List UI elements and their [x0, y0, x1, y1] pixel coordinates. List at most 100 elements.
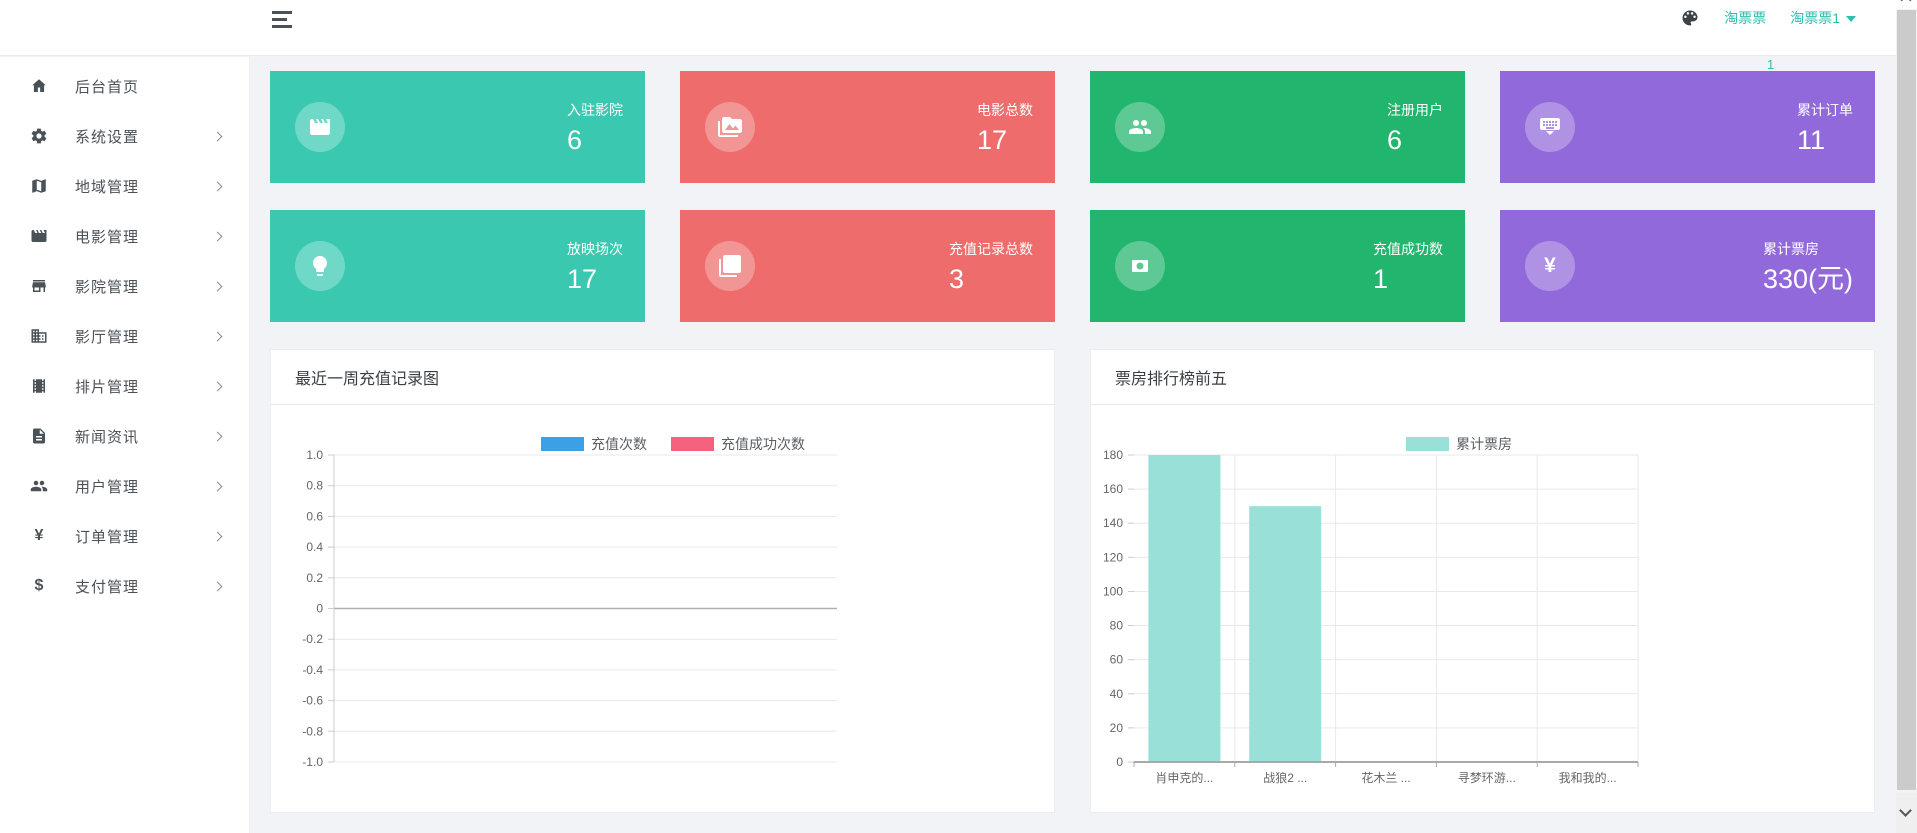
- chevron-right-icon: [212, 131, 223, 142]
- stat-value: 17: [567, 264, 598, 294]
- chevron-up-icon: [1900, 0, 1912, 6]
- chevron-right-icon: [212, 231, 223, 242]
- boxoffice-chart-panel: 票房排行榜前五 累计票房 180 160 140 120 100 80 60 40 20 0 肖申克…: [1090, 349, 1875, 813]
- axis-tick-label: 180: [1103, 448, 1123, 462]
- storefront-icon: [30, 277, 48, 295]
- panel-title: 票房排行榜前五: [1115, 371, 1228, 388]
- stat-value: 11: [1797, 125, 1826, 155]
- stat-value: 330(元): [1762, 264, 1853, 294]
- axis-tick-label: 战狼2 ...: [1263, 770, 1307, 785]
- legend-item-recharge-success[interactable]: 充值成功次数: [671, 434, 805, 454]
- axis-tick-label: 60: [1110, 653, 1124, 667]
- sidebar-item-label: 地域管理: [75, 178, 140, 196]
- sidebar-item-cinema[interactable]: 影院管理: [0, 261, 249, 311]
- recharge-chart-body: 充值次数 充值成功次数 1.0 0.8 0.6 0.4 0.2 0 -0.2 -0.4 -0.6…: [271, 405, 1054, 812]
- sidebar: 后台首页 系统设置 地域管理 电影管理: [0, 57, 250, 833]
- menu-toggle-button[interactable]: [272, 11, 294, 31]
- stat-label: 充值记录总数: [949, 241, 1033, 257]
- sidebar-item-label: 影院管理: [75, 278, 140, 296]
- axis-tick-label: -0.2: [302, 632, 323, 646]
- recharge-line-chart-canvas: 1.0 0.8 0.6 0.4 0.2 0 -0.2 -0.4 -0.6 -0.8 -1.0: [302, 448, 837, 769]
- panel-title: 最近一周充值记录图: [295, 371, 440, 388]
- sidebar-item-region[interactable]: 地域管理: [0, 161, 249, 211]
- stat-card-users: 注册用户 6: [1090, 71, 1465, 183]
- clapper-icon: [30, 227, 48, 245]
- boxoffice-chart-body: 累计票房 180 160 140 120 100 80 60 40 20 0 肖申克的... 战狼2 …: [1091, 405, 1874, 812]
- axis-tick-label: 花木兰 ...: [1361, 770, 1410, 785]
- boxoffice-bar[interactable]: [1148, 455, 1221, 762]
- vertical-scrollbar: [1896, 0, 1917, 833]
- axis-tick-label: -0.6: [302, 694, 323, 708]
- sidebar-item-home[interactable]: 后台首页: [0, 61, 249, 111]
- sidebar-item-payment[interactable]: $ 支付管理: [0, 561, 249, 611]
- map-icon: [30, 177, 48, 195]
- legend-item-recharge-count[interactable]: 充值次数: [541, 434, 647, 454]
- axis-tick-label: 0: [1116, 755, 1123, 769]
- sidebar-item-schedule[interactable]: 排片管理: [0, 361, 249, 411]
- main-content: 1 入驻影院 6 电影总数 17: [250, 57, 1896, 833]
- sidebar-item-label: 后台首页: [75, 78, 140, 96]
- stat-value: 3: [949, 264, 965, 294]
- users-icon: [1115, 102, 1165, 152]
- keyboard-icon: [1525, 102, 1575, 152]
- legend-swatch: [1406, 437, 1449, 451]
- chevron-right-icon: [212, 481, 223, 492]
- theme-palette-icon[interactable]: [1680, 8, 1700, 28]
- sidebar-menu: 后台首页 系统设置 地域管理 电影管理: [0, 57, 249, 611]
- chevron-right-icon: [212, 581, 223, 592]
- stat-card-boxoffice: ¥ 累计票房 330(元): [1500, 210, 1875, 322]
- axis-tick-label: 160: [1103, 482, 1123, 496]
- scrollbar-thumb[interactable]: [1897, 10, 1916, 790]
- legend-item-boxoffice[interactable]: 累计票房: [1406, 434, 1512, 454]
- chevron-right-icon: [212, 331, 223, 342]
- stat-label: 注册用户: [1387, 102, 1443, 118]
- sidebar-item-hall[interactable]: 影厅管理: [0, 311, 249, 361]
- sidebar-item-label: 订单管理: [75, 528, 140, 546]
- sidebar-item-order[interactable]: ¥ 订单管理: [0, 511, 249, 561]
- stat-value: 6: [567, 125, 583, 155]
- stat-card-movies: 电影总数 17: [680, 71, 1055, 183]
- axis-tick-label: 80: [1110, 619, 1124, 633]
- sidebar-item-label: 新闻资讯: [75, 428, 140, 446]
- legend-label: 充值成功次数: [721, 436, 805, 452]
- axis-tick-label: -0.4: [302, 663, 323, 677]
- stat-cards-grid: 入驻影院 6 电影总数 17 注册用户 6: [270, 71, 1875, 322]
- scroll-down-button[interactable]: [1896, 793, 1917, 833]
- topbar-actions: 淘票票 淘票票1: [1680, 8, 1856, 28]
- hamburger-icon: [272, 11, 292, 14]
- users-icon: [30, 477, 48, 495]
- axis-tick-label: 0.6: [306, 509, 323, 523]
- chart-legend: 充值次数 充值成功次数: [541, 434, 805, 454]
- boxoffice-bar-chart-canvas: 180 160 140 120 100 80 60 40 20 0 肖申克的... 战狼2 ... 花木…: [1103, 448, 1639, 785]
- user-dropdown[interactable]: 淘票票1: [1790, 8, 1856, 28]
- news-icon: [30, 427, 48, 445]
- axis-tick-label: 1.0: [306, 448, 323, 462]
- axis-tick-label: -0.8: [302, 724, 323, 738]
- axis-tick-label: -1.0: [302, 755, 323, 769]
- sidebar-item-news[interactable]: 新闻资讯: [0, 411, 249, 461]
- chart-legend: 累计票房: [1406, 434, 1512, 454]
- sidebar-item-user[interactable]: 用户管理: [0, 461, 249, 511]
- axis-tick-label: 0.4: [306, 540, 323, 554]
- axis-tick-label: 我和我的...: [1559, 770, 1617, 785]
- sidebar-item-movie[interactable]: 电影管理: [0, 211, 249, 261]
- stat-value: 6: [1387, 125, 1403, 155]
- topbar: 淘票票 淘票票1: [0, 0, 1896, 56]
- recharge-chart-panel: 最近一周充值记录图 充值次数 充值成功次数 1.0 0.8 0.6 0.4 0.2 0 -0…: [270, 349, 1055, 813]
- boxoffice-bar[interactable]: [1249, 506, 1322, 762]
- sidebar-item-label: 影厅管理: [75, 328, 140, 346]
- chevron-down-icon: [1846, 16, 1856, 22]
- axis-tick-label: 寻梦环游...: [1458, 771, 1516, 785]
- panel-header: 最近一周充值记录图: [271, 350, 1054, 405]
- axis-tick-label: 0.2: [306, 571, 323, 585]
- chevron-right-icon: [212, 281, 223, 292]
- axis-tick-label: 40: [1110, 687, 1124, 701]
- sidebar-item-system-settings[interactable]: 系统设置: [0, 111, 249, 161]
- chevron-down-icon: [1899, 804, 1912, 817]
- scroll-up-button[interactable]: [1896, 0, 1917, 9]
- site-front-link[interactable]: 淘票票: [1724, 10, 1767, 26]
- stat-card-orders: 累计订单 11: [1500, 71, 1875, 183]
- axis-tick-label: 140: [1103, 516, 1123, 530]
- stat-label: 充值成功数: [1373, 241, 1443, 257]
